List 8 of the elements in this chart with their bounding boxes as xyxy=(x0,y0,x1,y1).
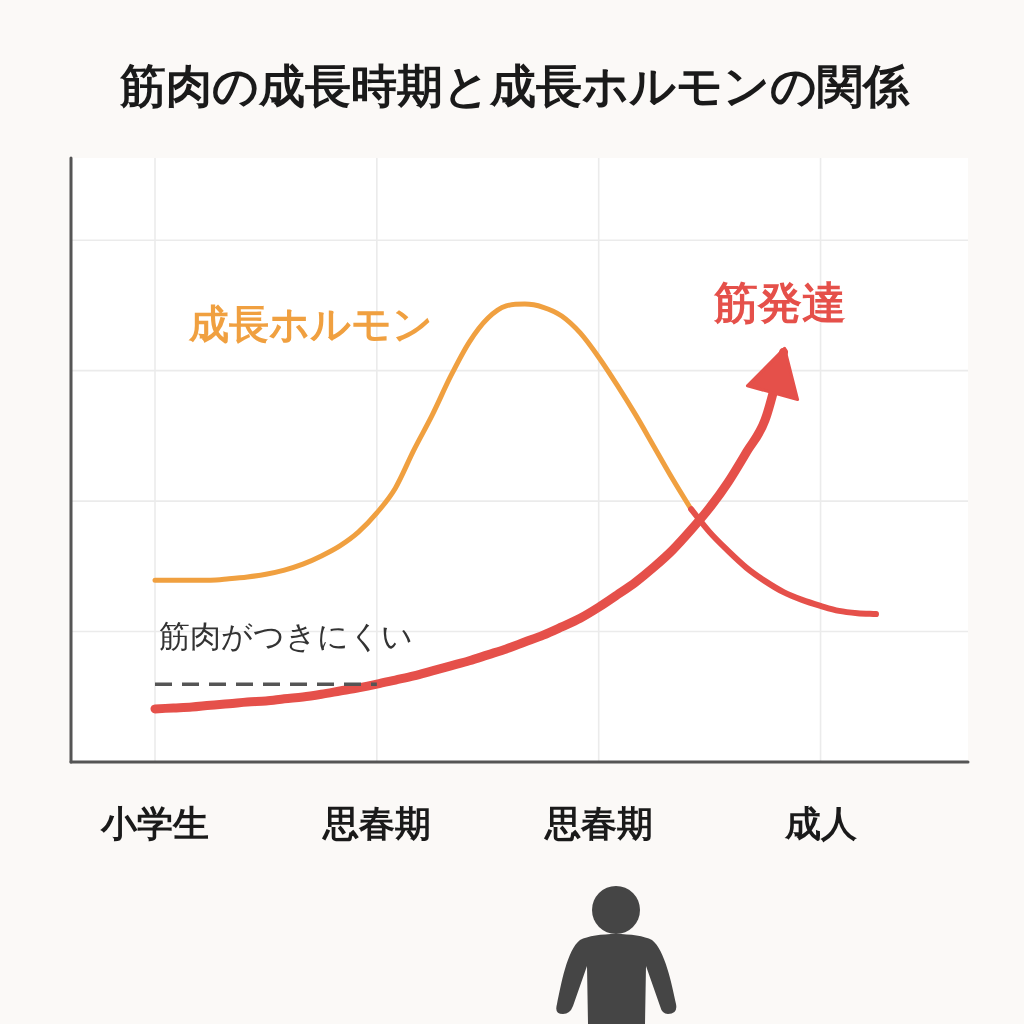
x-tick-label: 思春期 xyxy=(544,803,653,844)
series-label: 成長ホルモン xyxy=(188,301,433,348)
x-tick-label: 成人 xyxy=(784,803,857,844)
series-label: 筋肉がつきにくい xyxy=(159,618,413,655)
x-tick-label: 小学生 xyxy=(101,803,209,844)
x-tick-label: 思春期 xyxy=(322,803,431,844)
title: 筋肉の成長時期と成長ホルモンの関係 xyxy=(119,59,909,113)
series-label: 筋発達 xyxy=(713,276,846,328)
